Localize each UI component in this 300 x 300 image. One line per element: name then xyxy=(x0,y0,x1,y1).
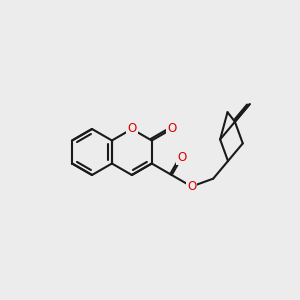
Text: O: O xyxy=(187,180,196,193)
Text: O: O xyxy=(177,151,187,164)
Text: O: O xyxy=(167,122,176,136)
Text: O: O xyxy=(127,122,136,136)
